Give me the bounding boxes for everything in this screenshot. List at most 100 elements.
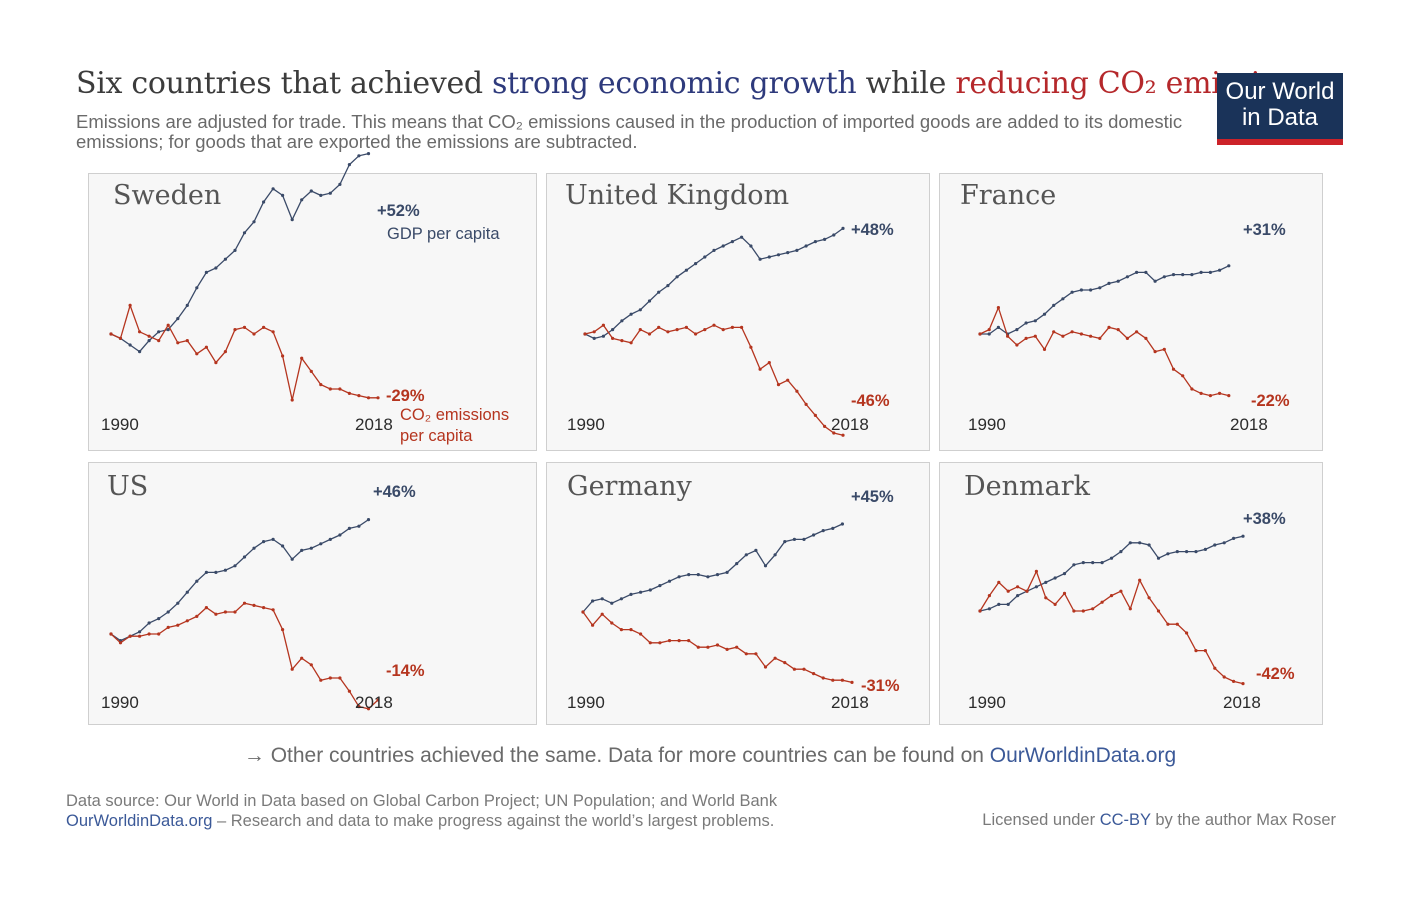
co2-point-2003 (706, 645, 710, 649)
gdp-point-2011 (309, 546, 313, 550)
end-year-label: 2018 (355, 693, 393, 712)
site-link[interactable]: OurWorldinData.org (66, 812, 213, 830)
gdp-point-2006 (262, 540, 266, 544)
gdp-point-2013 (1190, 273, 1194, 277)
gdp-point-2013 (802, 537, 806, 541)
start-year-label: 1990 (567, 693, 605, 712)
co2-point-1997 (176, 623, 180, 627)
co2-point-2010 (767, 361, 771, 365)
co2-point-2007 (271, 330, 275, 334)
gdp-series-label: GDP per capita (387, 225, 500, 243)
gdp-point-2000 (204, 270, 208, 274)
gdp-point-2008 (749, 244, 753, 248)
panel-sweden: Sweden +52% GDP per capita -29% CO₂ emis… (88, 152, 537, 451)
co2-change-label: -14% (386, 662, 425, 680)
co2-point-1997 (647, 332, 652, 336)
co2-point-2009 (290, 667, 294, 671)
co2-point-1990 (581, 610, 585, 614)
owid-logo[interactable]: Our World in Data (1217, 73, 1343, 145)
co2-point-2009 (290, 398, 294, 402)
gdp-series-line (980, 265, 1230, 335)
gdp-point-2017 (366, 152, 371, 156)
co2-series-line (110, 303, 378, 401)
source-block: Data source: Our World in Data based on … (66, 791, 777, 831)
gdp-point-2009 (1156, 556, 1161, 560)
co2-point-2010 (300, 356, 304, 360)
country-name: US (107, 471, 149, 502)
gdp-point-1995 (1024, 321, 1028, 325)
license-suffix: by the author Max Roser (1150, 811, 1336, 829)
co2-point-2009 (1153, 350, 1157, 354)
data-source-text: Data source: Our World in Data based on … (66, 792, 778, 810)
co2-point-2010 (300, 656, 304, 660)
co2-point-2010 (773, 656, 777, 660)
gdp-point-2016 (823, 237, 827, 241)
gdp-point-2015 (347, 526, 351, 530)
co2-point-1996 (638, 328, 642, 332)
license-link[interactable]: CC-BY (1099, 811, 1151, 829)
gdp-point-2016 (1222, 541, 1226, 545)
co2-change-label: -42% (1256, 665, 1295, 683)
co2-point-1992 (128, 634, 132, 638)
gdp-point-2001 (687, 573, 691, 577)
gdp-point-1991 (592, 336, 596, 340)
gdp-change-label: +45% (851, 488, 894, 506)
logo-line-1: Our World (1225, 78, 1335, 105)
co2-point-2014 (804, 402, 808, 406)
co2-point-1996 (166, 625, 170, 629)
gdp-point-2008 (281, 544, 285, 548)
co2-point-1998 (185, 339, 189, 343)
gdp-series-line (110, 152, 369, 353)
co2-point-2009 (758, 367, 762, 371)
co2-point-2011 (309, 663, 313, 667)
chart-plot-germany (581, 522, 854, 684)
gdp-point-2005 (252, 546, 256, 550)
co2-point-2006 (262, 606, 266, 610)
gdp-point-2004 (1107, 281, 1111, 285)
co2-point-2016 (357, 394, 361, 398)
co2-series-line (979, 569, 1244, 685)
co2-point-2003 (703, 328, 707, 332)
co2-point-1994 (147, 632, 151, 636)
co2-point-2014 (1203, 649, 1207, 653)
co2-point-2007 (740, 325, 744, 329)
chart-plot-united-kingdom (583, 226, 845, 437)
co2-point-2011 (776, 383, 781, 387)
gdp-point-1994 (1015, 328, 1019, 332)
gdp-point-2002 (694, 262, 698, 266)
co2-point-2005 (252, 332, 256, 336)
gdp-series-line (584, 227, 844, 340)
co2-point-2003 (1100, 600, 1104, 604)
country-name: France (960, 180, 1057, 211)
license-prefix: Licensed under (982, 811, 1100, 829)
co2-point-2007 (744, 652, 748, 656)
co2-point-1990 (978, 609, 982, 613)
co2-point-2010 (1162, 347, 1166, 351)
co2-point-1997 (1042, 347, 1047, 351)
gdp-point-1995 (629, 312, 633, 316)
gdp-point-1991 (987, 332, 991, 336)
gdp-point-1996 (166, 328, 170, 332)
co2-point-2012 (319, 383, 323, 387)
gdp-point-2013 (328, 191, 332, 195)
gdp-point-1993 (1006, 602, 1010, 606)
co2-point-2008 (281, 354, 285, 358)
gdp-point-2010 (1166, 552, 1170, 556)
gdp-point-2001 (214, 570, 218, 574)
co2-point-1990 (109, 332, 113, 336)
gdp-point-2000 (1072, 563, 1076, 567)
co2-point-1990 (583, 332, 587, 336)
gdp-point-1994 (147, 621, 151, 625)
co2-point-1996 (1034, 569, 1038, 573)
note-owid-link[interactable]: OurWorldinData.org (989, 744, 1177, 767)
gdp-point-1993 (610, 601, 614, 605)
title-prefix: Six countries that achieved (76, 66, 493, 101)
gdp-point-1999 (666, 284, 670, 288)
co2-point-2004 (242, 325, 247, 329)
gdp-point-2005 (1116, 279, 1120, 283)
logo-line-2: in Data (1241, 104, 1319, 131)
gdp-point-2006 (1125, 275, 1129, 279)
gdp-point-2011 (309, 189, 313, 193)
co2-point-2012 (786, 378, 790, 382)
co2-point-2014 (338, 676, 342, 680)
